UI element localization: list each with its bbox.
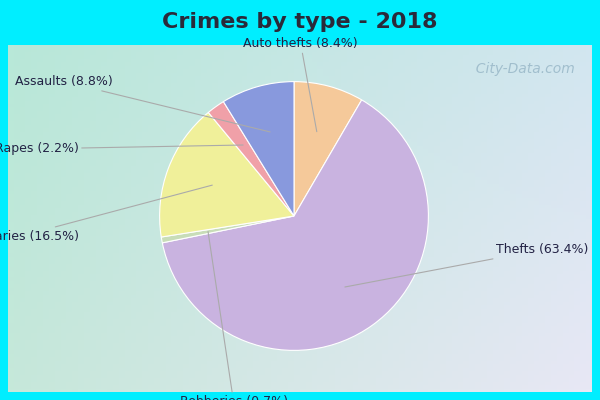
Text: Burglaries (16.5%): Burglaries (16.5%) (0, 185, 212, 243)
Text: Crimes by type - 2018: Crimes by type - 2018 (162, 12, 438, 32)
Wedge shape (163, 100, 428, 350)
Text: Robberies (0.7%): Robberies (0.7%) (179, 232, 287, 400)
Wedge shape (223, 82, 294, 216)
Wedge shape (208, 102, 294, 216)
Text: Thefts (63.4%): Thefts (63.4%) (345, 243, 588, 287)
Wedge shape (160, 112, 294, 237)
Text: Rapes (2.2%): Rapes (2.2%) (0, 142, 243, 155)
Wedge shape (161, 216, 294, 243)
Text: Assaults (8.8%): Assaults (8.8%) (15, 75, 270, 132)
Text: City-Data.com: City-Data.com (467, 62, 574, 76)
Wedge shape (294, 82, 362, 216)
Text: Auto thefts (8.4%): Auto thefts (8.4%) (244, 38, 358, 132)
